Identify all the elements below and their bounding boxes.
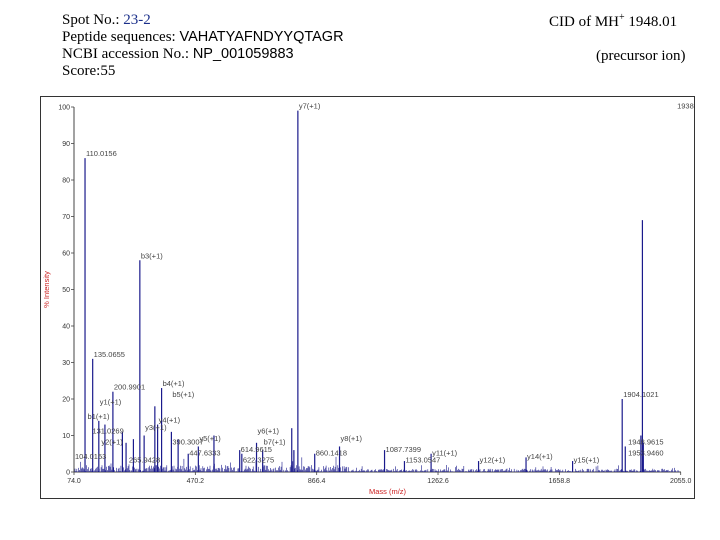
y-tick-label: 50 xyxy=(62,287,70,294)
peak-annotation: b3(+1) xyxy=(141,251,163,260)
y-tick-label: 60 xyxy=(62,251,70,258)
y-tick-label: 90 xyxy=(62,141,70,148)
peak-annotation: b1(+1) xyxy=(88,412,110,421)
peak-annotation: 390.3007 xyxy=(172,437,203,446)
spectrum-chart: 0 10 20 30 40 50 60 70 80 90 100 74.0 470.2 866.4 1262… xyxy=(40,96,695,499)
ncbi-value: NP_001059883 xyxy=(192,46,294,62)
y-tick-label: 80 xyxy=(62,178,70,185)
peak-annotation: 135.0655 xyxy=(94,350,125,359)
x-tick-label: 2055.0 xyxy=(670,478,692,485)
peak-annotation: 1953.9460 xyxy=(628,448,663,457)
peak-annotation: 110.0156 xyxy=(86,149,117,158)
cid-line: CID of MH+ 1948.01 xyxy=(549,12,678,31)
spectrum-plot: 0 10 20 30 40 50 60 70 80 90 100 74.0 470.2 866.4 1262… xyxy=(42,102,694,496)
peak-annotation: y8(+1) xyxy=(341,434,363,443)
peak-annotation: y3(+1) xyxy=(145,423,167,432)
peak-annotation: b7(+1) xyxy=(264,437,286,446)
y-tick-label: 0 xyxy=(66,470,70,477)
peak-annotation: 614.9615 xyxy=(241,445,272,454)
spot-value: 23-2 xyxy=(123,12,151,28)
ncbi-line: NCBI accession No.: NP_001059883 xyxy=(62,46,344,63)
x-tick-label: 1658.8 xyxy=(549,478,571,485)
score-value: 55 xyxy=(100,63,116,79)
peak-annotation: 200.9901 xyxy=(114,383,145,392)
x-tick-label: 1262.6 xyxy=(427,478,449,485)
peak-annotation: y11(+1) xyxy=(432,448,458,457)
x-axis-title: Mass (m/z) xyxy=(369,487,407,496)
y-tick-label: 30 xyxy=(62,360,70,367)
peak-annotation: 622.3275 xyxy=(243,456,274,465)
x-tick-label: 470.2 xyxy=(187,478,205,485)
peak-annotation: 131.0269 xyxy=(92,427,123,436)
peak-annotation: y6(+1) xyxy=(258,427,280,436)
cid-sup: + xyxy=(619,12,625,23)
peak-annotation: y15(+1) xyxy=(574,456,600,465)
precursor-note: (precursor ion) xyxy=(596,48,686,64)
peak-annotation: y4(+1) xyxy=(159,416,181,425)
score-line: Score:55 xyxy=(62,63,344,80)
spot-label: Spot No.: xyxy=(62,12,120,28)
peak-annotation: y12(+1) xyxy=(480,456,506,465)
y-tick-label: 100 xyxy=(58,105,70,112)
x-tick-label: 74.0 xyxy=(67,478,81,485)
peak-annotation: y7(+1) xyxy=(299,102,321,111)
y-axis-title: % Intensity xyxy=(42,271,51,308)
peptide-value: VAHATYAFNDYYQTAGR xyxy=(179,29,344,45)
peptide-label: Peptide sequences: xyxy=(62,29,176,45)
peak-layer xyxy=(84,110,644,472)
annotation-layer: 110.0156 b3(+1) y7(+1) 1938.5 135.0655 200.99… xyxy=(75,102,694,465)
y-tick-label: 10 xyxy=(62,433,70,440)
y-tick-label: 70 xyxy=(62,214,70,221)
peak-annotation: y14(+1) xyxy=(527,452,553,461)
peak-annotation: b4(+1) xyxy=(163,379,185,388)
peak-annotation: 860.1418 xyxy=(316,448,347,457)
peak-annotation: y1(+1) xyxy=(100,397,122,406)
peak-annotation: y2(+1) xyxy=(101,437,123,446)
score-label: Score: xyxy=(62,63,101,79)
peak-annotation: 1904.1021 xyxy=(623,390,658,399)
y-tick-label: 20 xyxy=(62,397,70,404)
peak-annotation: y5(+1) xyxy=(199,434,221,443)
peptide-line: Peptide sequences: VAHATYAFNDYYQTAGR xyxy=(62,29,344,46)
x-tick-label: 866.4 xyxy=(308,478,326,485)
cid-prefix: CID of MH xyxy=(549,14,619,30)
peak-annotation: 1948.9615 xyxy=(628,437,663,446)
peak-annotation: 447.6333 xyxy=(189,448,220,457)
peak-annotation: 265.9428 xyxy=(129,456,160,465)
peak-annotation: 104.0153 xyxy=(75,452,106,461)
peak-annotation: b5(+1) xyxy=(172,390,194,399)
spectrum-info-block: Spot No.: 23-2 Peptide sequences: VAHATY… xyxy=(62,12,344,80)
peak-annotation: 1153.0547 xyxy=(405,456,440,465)
peak-annotation: 1087.7399 xyxy=(386,445,421,454)
ncbi-label: NCBI accession No.: xyxy=(62,46,190,62)
spot-line: Spot No.: 23-2 xyxy=(62,12,344,29)
y-tick-label: 40 xyxy=(62,324,70,331)
peak-annotation: 1938.5 xyxy=(677,102,694,111)
cid-value: 1948.01 xyxy=(628,14,678,30)
